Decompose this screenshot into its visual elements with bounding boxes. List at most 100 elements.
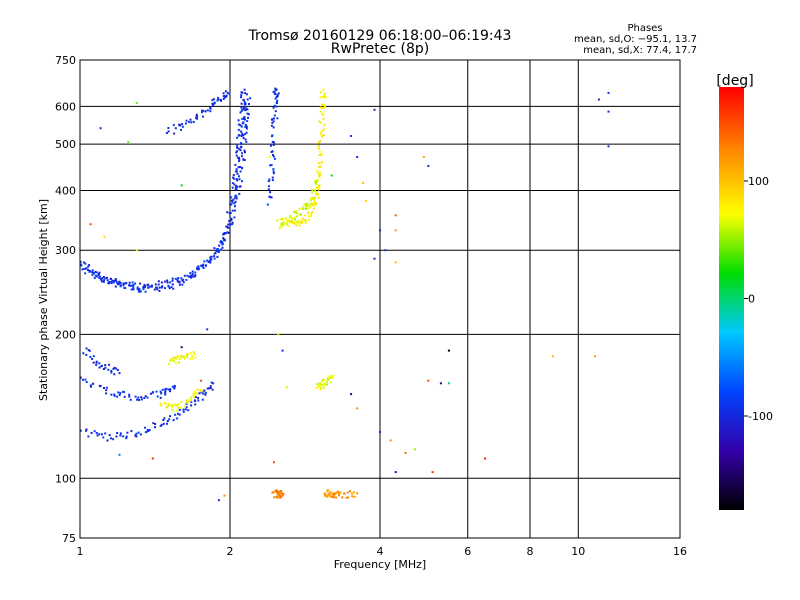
data-point (322, 134, 325, 137)
data-point (138, 290, 141, 293)
data-point (439, 382, 442, 385)
data-point (160, 392, 163, 395)
data-point (189, 118, 192, 121)
data-point (204, 393, 207, 396)
data-point (314, 182, 317, 185)
data-point (276, 495, 279, 498)
data-point (164, 391, 167, 394)
data-point (597, 98, 600, 101)
data-point (220, 240, 222, 243)
data-point (198, 392, 201, 395)
data-point (196, 115, 199, 118)
data-point (112, 367, 115, 370)
data-point (273, 141, 275, 144)
data-point (271, 150, 274, 153)
data-point (274, 110, 277, 113)
data-point (552, 355, 555, 358)
data-point (83, 268, 86, 270)
data-point (279, 496, 282, 499)
data-point (169, 388, 172, 391)
data-point (271, 118, 274, 121)
data-point (328, 376, 330, 379)
data-point (413, 448, 416, 451)
data-point (209, 261, 212, 264)
data-point (168, 362, 171, 365)
data-point (153, 288, 156, 291)
data-point (234, 209, 236, 212)
data-point (330, 377, 333, 380)
data-point (331, 495, 333, 498)
data-point (95, 361, 98, 364)
data-point (146, 430, 149, 433)
data-point (319, 110, 322, 113)
colorbar-ticks: 100 0 -100 (744, 175, 773, 423)
data-point (275, 489, 278, 492)
data-point (159, 396, 162, 399)
data-point (215, 248, 218, 251)
data-point (176, 406, 179, 409)
data-point (219, 99, 222, 102)
data-point (593, 355, 596, 358)
data-point (242, 108, 245, 111)
data-point (295, 210, 298, 213)
data-point (241, 108, 244, 111)
data-point (218, 244, 221, 247)
data-point (102, 368, 105, 370)
data-point (283, 222, 286, 225)
data-point (317, 188, 320, 191)
data-point (272, 491, 275, 493)
data-point (321, 161, 324, 164)
data-point (176, 280, 179, 283)
data-point (324, 494, 326, 497)
data-point (217, 499, 220, 502)
y-tick-label: 75 (62, 532, 76, 545)
data-point (245, 107, 248, 110)
data-point (230, 219, 233, 222)
data-point (379, 229, 381, 232)
data-point (186, 353, 189, 356)
data-point (110, 282, 113, 285)
data-point (87, 265, 90, 268)
data-point (173, 386, 176, 389)
data-point (231, 223, 234, 226)
data-point (306, 202, 309, 205)
data-point (234, 187, 237, 190)
data-point (277, 92, 280, 95)
data-point (484, 457, 487, 460)
data-point (235, 178, 238, 181)
data-point (223, 233, 225, 235)
data-point (139, 282, 142, 285)
data-point (181, 279, 184, 282)
data-point (179, 406, 182, 409)
data-point (180, 277, 183, 280)
data-point (209, 106, 211, 109)
data-point (243, 118, 246, 120)
data-point (329, 374, 332, 377)
data-point (85, 381, 88, 383)
data-point (231, 186, 234, 189)
data-point (242, 121, 245, 124)
data-point (345, 496, 348, 499)
data-point (191, 270, 194, 273)
data-point (394, 261, 397, 264)
data-point (185, 402, 188, 405)
data-point (194, 356, 197, 359)
data-point (152, 422, 155, 425)
data-point (300, 213, 302, 216)
data-point (330, 174, 333, 177)
data-point (114, 285, 117, 288)
data-point (246, 120, 249, 123)
data-point (167, 127, 170, 129)
data-point (244, 125, 247, 128)
data-point (129, 398, 132, 401)
data-point (122, 390, 124, 393)
data-point (98, 276, 101, 279)
data-point (182, 355, 185, 358)
data-point (234, 194, 237, 197)
data-point (233, 177, 236, 180)
data-point (316, 172, 319, 175)
data-point (107, 368, 110, 371)
data-point (182, 408, 185, 411)
data-point (194, 403, 197, 406)
data-point (220, 248, 223, 251)
